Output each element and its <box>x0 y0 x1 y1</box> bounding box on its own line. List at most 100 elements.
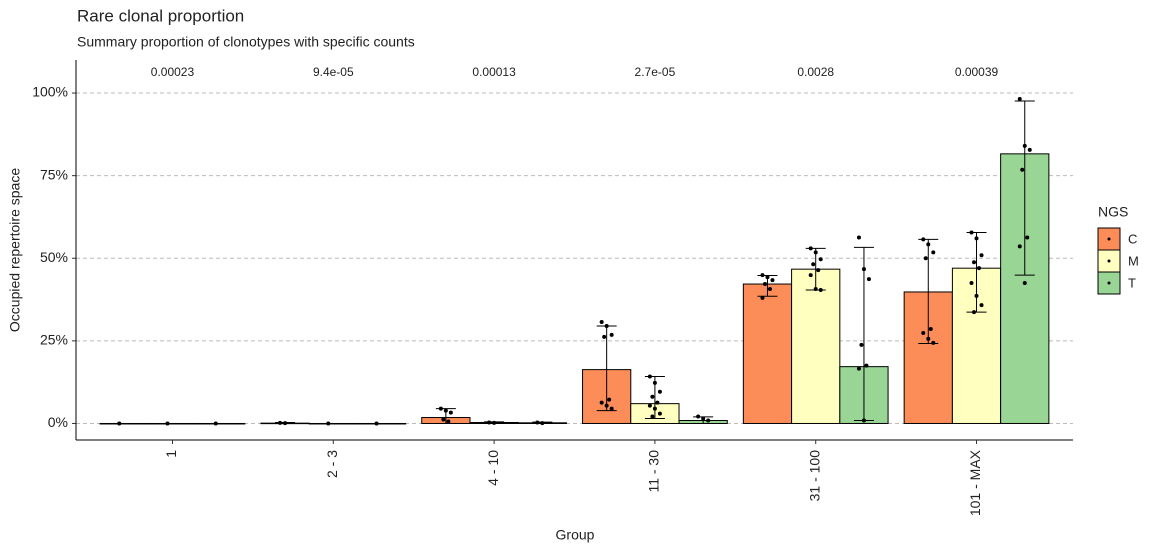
data-point <box>811 262 816 267</box>
data-point <box>866 277 871 282</box>
data-point <box>647 374 652 379</box>
y-tick-label: 100% <box>32 84 68 100</box>
x-tick-label: 1 <box>163 450 179 458</box>
x-tick-label: 101 - MAX <box>967 449 983 516</box>
data-point <box>706 418 711 423</box>
data-point <box>374 421 379 426</box>
data-point <box>443 408 448 413</box>
data-point <box>813 286 818 291</box>
data-point <box>117 421 122 426</box>
y-tick-label: 0% <box>48 414 68 430</box>
data-point <box>928 326 933 331</box>
data-point <box>599 320 604 325</box>
data-point <box>974 293 979 298</box>
data-point <box>926 336 931 341</box>
data-point <box>1025 235 1030 240</box>
data-point <box>647 403 652 408</box>
data-point <box>770 278 775 283</box>
legend-label: C <box>1128 231 1137 246</box>
data-point <box>859 342 864 347</box>
data-point <box>767 286 772 291</box>
data-point <box>602 334 607 339</box>
error-bar <box>1014 100 1035 276</box>
data-point <box>864 363 869 368</box>
data-point <box>655 400 660 405</box>
x-tick-label: 4 - 10 <box>485 450 501 486</box>
x-tick-label: 2 - 3 <box>324 450 340 478</box>
data-point <box>213 421 218 426</box>
data-point <box>1020 167 1025 172</box>
y-tick-label: 75% <box>40 166 68 182</box>
data-point <box>926 242 931 247</box>
data-point <box>979 253 984 258</box>
data-point <box>856 366 861 371</box>
data-point <box>861 267 866 272</box>
y-tick-label: 50% <box>40 249 68 265</box>
data-point <box>921 237 926 242</box>
y-axis-title: Occupied repertoire space <box>7 168 23 332</box>
data-point <box>1027 147 1032 152</box>
data-point <box>972 260 977 265</box>
data-point <box>652 406 657 411</box>
annotation: 2.7e-05 <box>635 65 676 79</box>
data-point <box>492 420 497 425</box>
data-point <box>1022 143 1027 148</box>
data-point <box>487 420 492 425</box>
data-point <box>609 332 614 337</box>
data-point <box>931 250 936 255</box>
data-point <box>657 389 662 394</box>
data-point <box>931 340 936 345</box>
annotation: 9.4e-05 <box>313 65 354 79</box>
data-point <box>607 397 612 402</box>
data-point <box>921 330 926 335</box>
data-point <box>762 282 767 287</box>
y-tick-label: 25% <box>40 332 68 348</box>
bar <box>791 268 841 424</box>
data-point <box>604 403 609 408</box>
data-point <box>969 281 974 286</box>
data-point <box>765 275 770 280</box>
data-point <box>448 410 453 415</box>
legend-title: NGS <box>1098 204 1128 220</box>
annotation: 0.0028 <box>797 65 834 79</box>
data-point <box>969 230 974 235</box>
data-point <box>923 256 928 261</box>
data-point <box>650 414 655 419</box>
legend-label: M <box>1128 253 1139 268</box>
data-point <box>974 236 979 241</box>
data-point <box>165 421 170 426</box>
data-point <box>599 400 604 405</box>
data-point <box>856 235 861 240</box>
data-point <box>813 250 818 255</box>
data-point <box>657 411 662 416</box>
data-point <box>540 421 545 426</box>
data-point <box>972 310 977 315</box>
data-point <box>701 416 706 421</box>
x-tick-label: 11 - 30 <box>646 450 662 493</box>
data-point <box>650 394 655 399</box>
data-point <box>535 420 540 425</box>
data-point <box>760 295 765 300</box>
chart-subtitle: Summary proportion of clonotypes with sp… <box>77 34 415 50</box>
data-point <box>438 406 443 411</box>
data-point <box>326 421 331 426</box>
data-point <box>1017 96 1022 101</box>
data-point <box>1017 244 1022 249</box>
data-point <box>818 257 823 262</box>
legend-dot <box>1107 281 1111 285</box>
data-point <box>861 418 866 423</box>
annotation: 0.00039 <box>955 65 999 79</box>
data-point <box>609 406 614 411</box>
data-point <box>818 287 823 292</box>
data-point <box>604 324 609 328</box>
data-point <box>760 273 765 278</box>
x-axis-title: Group <box>556 527 595 543</box>
data-point <box>816 268 821 273</box>
bar <box>742 283 793 424</box>
data-point <box>1022 281 1027 286</box>
data-point <box>977 266 982 271</box>
data-point <box>652 380 657 385</box>
annotation: 0.00023 <box>151 65 195 79</box>
annotation: 0.00013 <box>472 65 516 79</box>
